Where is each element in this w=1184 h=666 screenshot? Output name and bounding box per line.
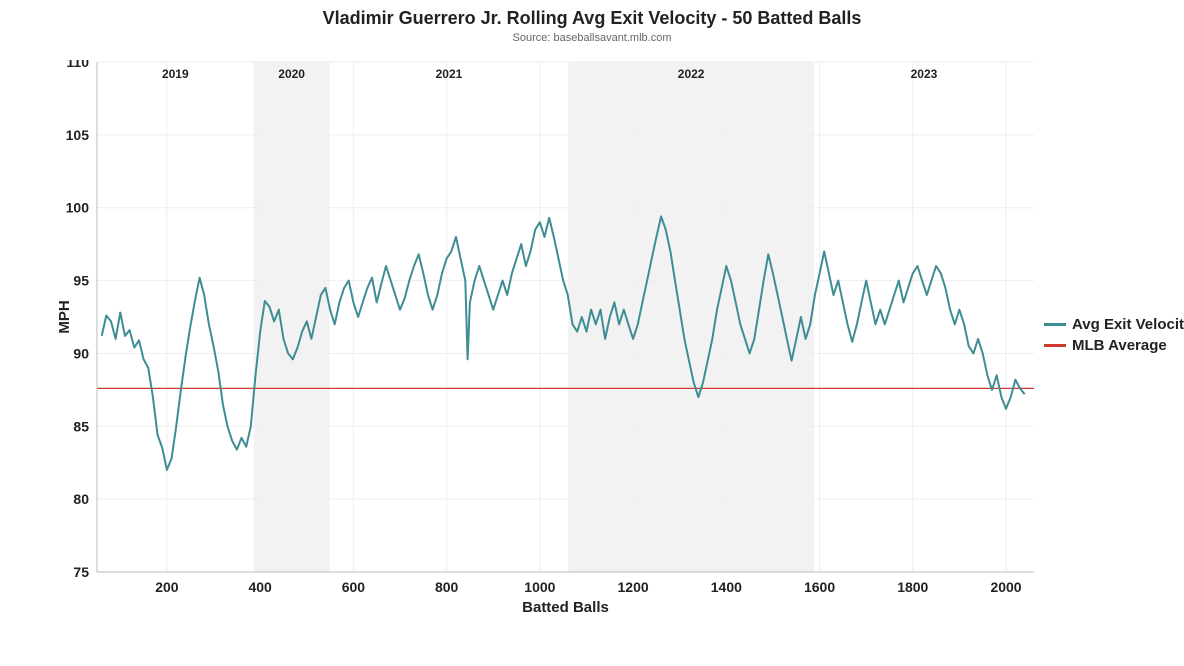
x-tick-label: 800 — [435, 579, 459, 595]
chart-subtitle: Source: baseballsavant.mlb.com — [0, 32, 1184, 44]
y-tick-label: 90 — [73, 345, 89, 361]
y-tick-label: 75 — [73, 564, 89, 580]
year-band — [254, 62, 330, 572]
x-tick-label: 200 — [155, 579, 179, 595]
legend-line-mlb-avg — [1044, 344, 1066, 347]
x-tick-label: 400 — [248, 579, 272, 595]
x-tick-label: 1800 — [897, 579, 928, 595]
x-axis-label: Batted Balls — [522, 599, 609, 616]
legend-item-mlb-avg: MLB Average — [1044, 337, 1184, 354]
chart-title: Vladimir Guerrero Jr. Rolling Avg Exit V… — [0, 8, 1184, 29]
x-tick-label: 1200 — [618, 579, 649, 595]
legend-item-avg-ev: Avg Exit Velocity — [1044, 316, 1184, 333]
y-axis-label: MPH — [56, 300, 73, 333]
year-band — [568, 62, 814, 572]
year-label: 2022 — [678, 67, 705, 81]
year-label: 2021 — [436, 67, 463, 81]
y-tick-label: 105 — [66, 127, 90, 143]
y-tick-label: 95 — [73, 273, 89, 289]
legend-label-mlb-avg: MLB Average — [1072, 337, 1167, 354]
plot-area: 75 80 85 90 95 100 105 110 200 400 600 800 1000 1200 1… — [55, 60, 1042, 618]
year-label: 2019 — [162, 67, 189, 81]
x-tick-label: 2000 — [990, 579, 1021, 595]
series-avg-exit-velocity — [102, 217, 1025, 471]
legend-line-avg-ev — [1044, 323, 1066, 326]
y-tick-label: 80 — [73, 491, 89, 507]
legend: Avg Exit Velocity MLB Average — [1044, 312, 1184, 358]
x-tick-label: 1000 — [524, 579, 555, 595]
chart-container: Vladimir Guerrero Jr. Rolling Avg Exit V… — [0, 0, 1184, 666]
y-tick-label: 100 — [66, 200, 90, 216]
y-tick-label: 110 — [66, 60, 89, 70]
x-tick-label: 600 — [342, 579, 366, 595]
x-tick-label: 1600 — [804, 579, 835, 595]
x-tick-label: 1400 — [711, 579, 742, 595]
year-label: 2020 — [278, 67, 305, 81]
legend-label-avg-ev: Avg Exit Velocity — [1072, 316, 1184, 333]
year-label: 2023 — [911, 67, 938, 81]
y-tick-label: 85 — [73, 418, 89, 434]
